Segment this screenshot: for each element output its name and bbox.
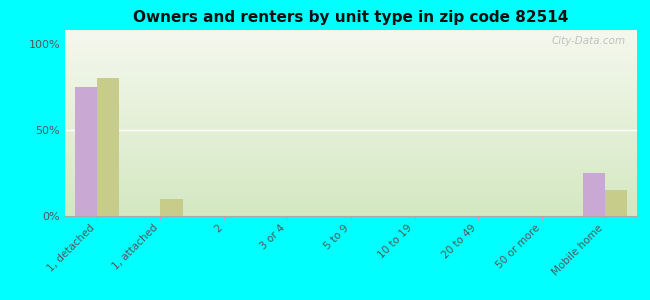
Bar	[605, 190, 627, 216]
Title: Owners and renters by unit type in zip code 82514: Owners and renters by unit type in zip c…	[133, 10, 569, 25]
Bar	[97, 78, 119, 216]
Bar	[161, 199, 183, 216]
Bar	[75, 87, 97, 216]
Bar	[583, 173, 605, 216]
Text: City-Data.com: City-Data.com	[551, 36, 625, 46]
